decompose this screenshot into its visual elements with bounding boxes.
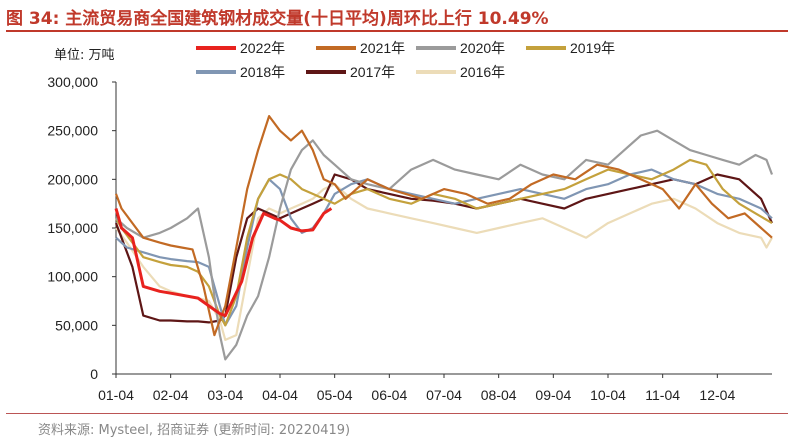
x-tick-label: 03-04 bbox=[207, 387, 243, 403]
chart-axes: 0 50,000 100,000 150,000 200,000 250,000 300,0… bbox=[47, 74, 772, 403]
y-tick-label: 250,000 bbox=[47, 123, 98, 139]
x-tick-label: 09-04 bbox=[535, 387, 571, 403]
legend-label-2021: 2021年 bbox=[360, 40, 405, 56]
y-tick-label: 200,000 bbox=[47, 171, 98, 187]
chart-legend: 2022年 2021年 2020年 2019年 2018年 2017年 2016年 bbox=[196, 40, 615, 80]
y-tick-label: 150,000 bbox=[47, 220, 98, 236]
y-tick-label: 50,000 bbox=[55, 317, 98, 333]
series-line-2022 bbox=[114, 207, 333, 318]
series-line-2021 bbox=[114, 114, 773, 337]
x-tick-label: 07-04 bbox=[426, 387, 462, 403]
x-tick-label: 12-04 bbox=[699, 387, 735, 403]
series-line-2016 bbox=[115, 183, 773, 341]
legend-label-2022: 2022年 bbox=[240, 40, 285, 56]
x-tick-label: 11-04 bbox=[645, 387, 680, 403]
legend-label-2020: 2020年 bbox=[460, 40, 505, 56]
legend-label-2019: 2019年 bbox=[570, 40, 615, 56]
legend-label-2016: 2016年 bbox=[460, 64, 505, 80]
x-tick-label: 01-04 bbox=[98, 387, 134, 403]
x-tick-label: 10-04 bbox=[590, 387, 626, 403]
x-tick-label: 04-04 bbox=[262, 387, 298, 403]
y-tick-label: 300,000 bbox=[47, 74, 98, 90]
x-tick-label: 06-04 bbox=[371, 387, 407, 403]
series-line-2020 bbox=[115, 129, 774, 361]
legend-label-2018: 2018年 bbox=[240, 64, 285, 80]
y-tick-label: 100,000 bbox=[47, 269, 98, 285]
chart-series bbox=[114, 114, 774, 361]
x-tick-label: 08-04 bbox=[481, 387, 517, 403]
chart-title: 图 34: 主流贸易商全国建筑钢材成交量(十日平均)周环比上行 10.49% bbox=[6, 9, 549, 29]
legend-label-2017: 2017年 bbox=[350, 64, 395, 80]
y-tick-label: 0 bbox=[90, 366, 98, 382]
title-divider bbox=[6, 30, 788, 32]
source-note: 资料来源: Mysteel, 招商证券 (更新时间: 20220419) bbox=[38, 423, 351, 438]
unit-label: 单位: 万吨 bbox=[54, 48, 115, 63]
x-tick-label: 05-04 bbox=[317, 387, 353, 403]
x-tick-label: 02-04 bbox=[153, 387, 189, 403]
series-line-2018 bbox=[115, 168, 773, 327]
footer-divider bbox=[6, 413, 788, 414]
series-line-2017 bbox=[114, 173, 774, 324]
line-chart: 0 50,000 100,000 150,000 200,000 250,000 300,0… bbox=[47, 40, 774, 403]
